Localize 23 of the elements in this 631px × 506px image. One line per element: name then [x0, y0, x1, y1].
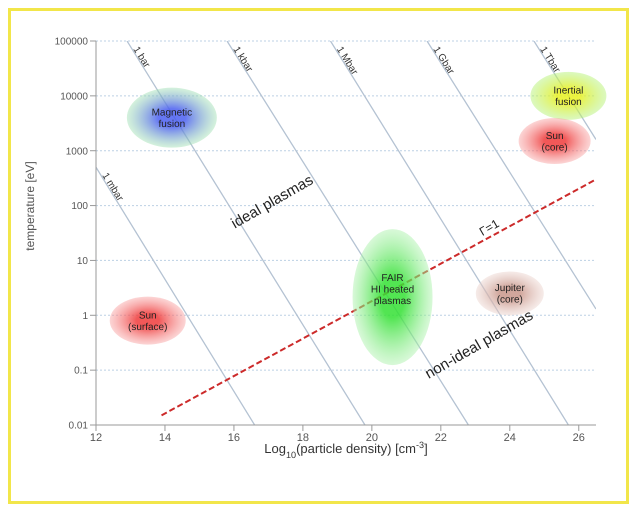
- y-tick-label: 1: [82, 310, 88, 322]
- annotation: FAIR HI heated plasmas: [370, 273, 414, 308]
- y-tick-label: 100000: [54, 36, 88, 48]
- text: 1 bar: [130, 44, 152, 71]
- annotation: Inertial fusion: [553, 86, 584, 108]
- x-tick-label: 24: [504, 432, 516, 444]
- annotation: Magnetic fusion: [152, 107, 192, 130]
- annotation: Sun (surface): [128, 310, 168, 333]
- x-tick-label: 12: [90, 432, 102, 444]
- x-tick-label: 22: [434, 432, 447, 444]
- x-tick-label: 14: [158, 432, 172, 444]
- y-tick-label: 10000: [60, 91, 88, 102]
- y-tick-label: 100: [71, 201, 88, 212]
- y-tick-label: 10: [76, 256, 88, 267]
- y-axis-title: temperature [eV]: [23, 161, 37, 251]
- annotation: Sun (core): [542, 130, 568, 154]
- annotation: Jupiter (core): [494, 283, 526, 306]
- annotation: Γ=1: [476, 216, 502, 239]
- y-tick-label: 0.1: [74, 366, 88, 377]
- y-tick-label: 1000: [66, 146, 88, 158]
- y-tick-label: 0.01: [68, 420, 88, 432]
- x-tick-label: 16: [228, 432, 240, 444]
- x-tick-label: 26: [572, 432, 585, 444]
